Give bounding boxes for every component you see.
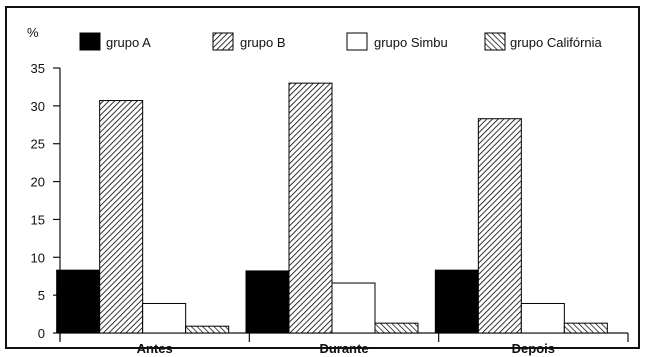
category-label: Durante bbox=[319, 341, 368, 356]
legend-label-grupo-b: grupo B bbox=[240, 35, 286, 50]
legend: grupo A grupo B grupo Simbu grupo Califó… bbox=[79, 32, 603, 51]
y-tick-label: 15 bbox=[31, 212, 45, 227]
bar-grupo-b-depois bbox=[477, 118, 522, 334]
y-tick-label: 5 bbox=[38, 288, 45, 303]
legend-label-grupo-a: grupo A bbox=[106, 35, 151, 50]
y-ticks: 0 5 10 15 20 25 30 35 bbox=[31, 61, 60, 341]
bar-grupo-simbu-durante bbox=[331, 282, 376, 334]
bar-grupo-simbu-depois bbox=[520, 302, 565, 334]
y-tick-label: 20 bbox=[31, 175, 45, 190]
legend-label-grupo-simbu: grupo Simbu bbox=[374, 35, 448, 50]
legend-label-grupo-california: grupo Califórnia bbox=[510, 35, 603, 50]
legend-swatch-grupo-simbu bbox=[346, 32, 368, 51]
legend-swatch-grupo-a bbox=[79, 32, 101, 51]
bars bbox=[56, 82, 608, 334]
y-tick-label: 25 bbox=[31, 137, 45, 152]
y-unit-label: % bbox=[27, 25, 39, 40]
bar-grupo-a-antes bbox=[56, 269, 101, 334]
bar-grupo-a-depois bbox=[434, 269, 479, 334]
bar-grupo-califórnia-antes bbox=[185, 325, 230, 334]
bar-grupo-b-antes bbox=[99, 100, 144, 334]
legend-swatch-grupo-california bbox=[484, 32, 506, 51]
legend-swatch-grupo-b bbox=[212, 32, 234, 51]
y-tick-label: 0 bbox=[38, 326, 45, 341]
y-tick-label: 30 bbox=[31, 99, 45, 114]
bar-grupo-simbu-antes bbox=[142, 302, 187, 334]
bar-grupo-califórnia-durante bbox=[374, 322, 419, 334]
category-label: Depois bbox=[512, 341, 555, 356]
bar-grupo-califórnia-depois bbox=[563, 322, 608, 334]
bar-grupo-b-durante bbox=[288, 82, 333, 334]
bar-grupo-a-durante bbox=[245, 270, 290, 334]
category-label: Antes bbox=[137, 341, 173, 356]
y-tick-label: 10 bbox=[31, 250, 45, 265]
y-tick-label: 35 bbox=[31, 61, 45, 76]
x-categories: Antes Durante Depois bbox=[59, 333, 629, 356]
